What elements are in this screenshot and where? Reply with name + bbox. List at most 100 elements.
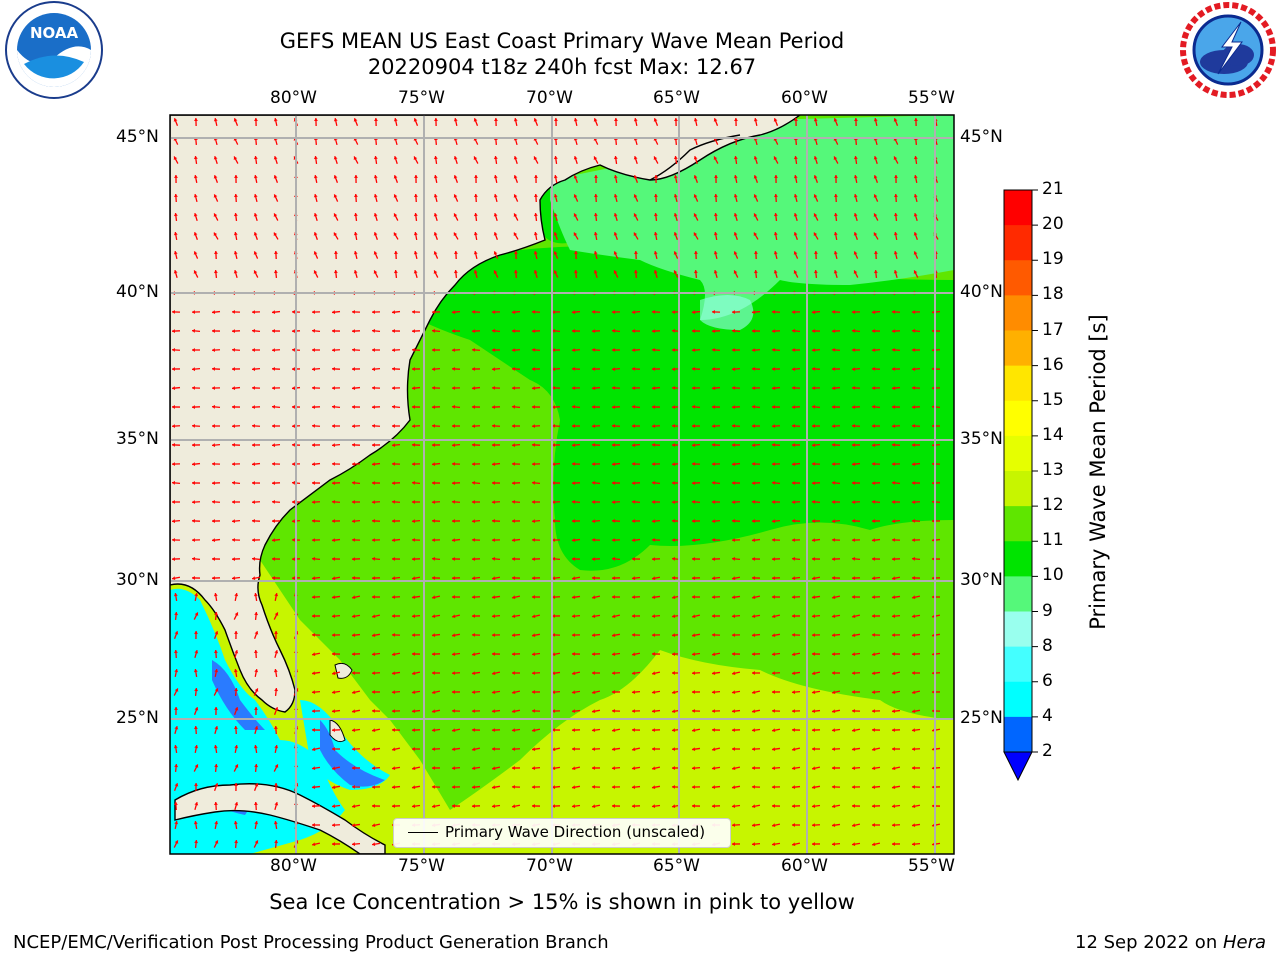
wave-direction-arrowhead <box>352 537 355 542</box>
wave-direction-arrowhead <box>572 519 575 523</box>
wave-direction-arrowhead <box>572 690 576 695</box>
wave-direction-arrowhead <box>232 309 235 314</box>
colorbar-bin <box>1004 365 1032 402</box>
wave-direction-arrowhead <box>892 633 895 638</box>
wave-direction-arrowhead <box>812 329 815 333</box>
wave-direction-arrowhead <box>792 671 796 676</box>
wave-direction-arrowhead <box>753 232 758 237</box>
wave-direction-arrowhead <box>173 650 178 654</box>
wave-direction-arrowhead <box>673 213 678 217</box>
wave-direction-arrowhead <box>432 709 436 714</box>
wave-direction-arrows <box>171 117 941 849</box>
wave-direction-arrowhead <box>733 118 738 121</box>
wave-direction-arrowhead <box>332 481 335 486</box>
wave-direction-arrowhead <box>853 251 858 255</box>
wave-direction-arrowhead <box>792 576 796 581</box>
wave-direction-arrowhead <box>633 213 638 217</box>
wave-direction-arrowhead <box>632 576 636 581</box>
wave-direction-arrowhead <box>693 270 698 274</box>
wave-direction-arrowhead <box>772 576 775 581</box>
wave-direction-arrowhead <box>453 175 458 179</box>
wave-direction-arrowhead <box>753 194 758 198</box>
wave-direction-arrowhead <box>412 633 415 638</box>
wave-direction-arrowhead <box>572 348 576 353</box>
wave-direction-arrowhead <box>532 309 535 314</box>
wave-direction-arrowhead <box>194 650 199 654</box>
wave-direction-arrowhead <box>492 652 495 656</box>
wave-direction-arrowhead <box>273 821 278 825</box>
wave-direction-arrowhead <box>832 405 835 409</box>
wave-direction-arrowhead <box>194 840 199 844</box>
wave-direction-arrowhead <box>372 823 376 828</box>
wave-direction-arrowhead <box>512 366 515 371</box>
wave-direction-arrowhead <box>792 690 796 695</box>
wave-direction-arrowhead <box>812 690 816 695</box>
wave-direction-arrowhead <box>812 595 816 600</box>
wave-direction-arrowhead <box>192 500 196 505</box>
wave-direction-arrowhead <box>772 595 775 599</box>
wave-direction-arrowhead <box>212 329 215 333</box>
wave-direction-arrowhead <box>212 519 215 523</box>
wave-direction-arrowhead <box>892 405 895 409</box>
wave-direction-arrowhead <box>254 669 259 673</box>
wave-direction-arrowhead <box>412 766 416 771</box>
colorbar-tick-label: 17 <box>1042 319 1064 340</box>
wave-direction-arrowhead <box>472 480 476 485</box>
wave-direction-arrowhead <box>632 747 636 752</box>
wave-direction-arrowhead <box>594 175 598 178</box>
wave-direction-arrowhead <box>812 709 816 714</box>
wave-direction-arrowhead <box>572 804 576 809</box>
wave-direction-arrowhead <box>513 194 518 198</box>
wave-direction-arrowhead <box>173 270 178 274</box>
wave-direction-arrowhead <box>672 385 675 390</box>
wave-direction-arrowhead <box>573 118 578 122</box>
wave-direction-arrowhead <box>613 194 618 198</box>
wave-direction-arrowhead <box>254 612 259 616</box>
wave-direction-arrowhead <box>752 766 755 770</box>
wave-direction-arrowhead <box>652 614 656 619</box>
wave-direction-arrowhead <box>272 329 275 333</box>
wave-direction-arrowhead <box>492 481 495 485</box>
wave-direction-arrowhead <box>253 118 258 121</box>
wave-direction-arrowhead <box>512 784 515 789</box>
wave-direction-arrowhead <box>352 576 355 580</box>
wave-direction-arrowhead <box>473 270 478 274</box>
wave-direction-arrowhead <box>512 386 515 391</box>
wave-direction-arrowhead <box>492 576 496 581</box>
wave-direction-arrowhead <box>752 709 756 714</box>
wave-direction-arrowhead <box>272 557 275 561</box>
wave-direction-arrowhead <box>473 213 478 217</box>
colorbar-tick-label: 10 <box>1042 565 1064 586</box>
wave-direction-arrowhead <box>832 442 835 447</box>
wave-direction-arrowhead <box>572 557 575 561</box>
wave-direction-arrowhead <box>292 329 295 334</box>
wave-direction-arrowhead <box>873 232 878 237</box>
wave-direction-arrowhead <box>693 194 698 198</box>
wave-direction-arrowhead <box>712 614 715 618</box>
wave-direction-arrowhead <box>473 251 478 255</box>
wave-direction-arrowhead <box>312 348 315 352</box>
wave-direction-arrowhead <box>372 538 375 543</box>
wave-direction-arrowhead <box>254 821 259 825</box>
wave-direction-arrowhead <box>533 251 538 255</box>
wave-direction-arrowhead <box>252 462 256 467</box>
wave-direction-arrowhead <box>912 842 916 847</box>
wave-direction-arrowhead <box>652 462 655 467</box>
wave-direction-arrowhead <box>392 690 396 695</box>
wave-direction-arrowhead <box>332 728 335 733</box>
wave-direction-arrowhead <box>913 251 918 255</box>
wave-direction-arrowhead <box>213 650 218 654</box>
wave-direction-arrowhead <box>292 347 296 352</box>
wave-direction-arrowhead <box>693 213 698 217</box>
wave-direction-arrowhead <box>752 538 756 543</box>
wave-direction-arrowhead <box>672 747 676 752</box>
wave-direction-arrowhead <box>832 329 835 334</box>
colorbar-tick-label: 16 <box>1042 354 1064 375</box>
wave-direction-arrowhead <box>552 766 556 771</box>
wave-direction-arrowhead <box>553 270 558 274</box>
wave-direction-arrowhead <box>712 785 716 790</box>
wave-direction-arrowhead <box>872 461 875 466</box>
colorbar-bin <box>1004 225 1032 261</box>
wave-direction-arrowhead <box>332 366 335 371</box>
wave-direction-arrowhead <box>413 232 418 236</box>
